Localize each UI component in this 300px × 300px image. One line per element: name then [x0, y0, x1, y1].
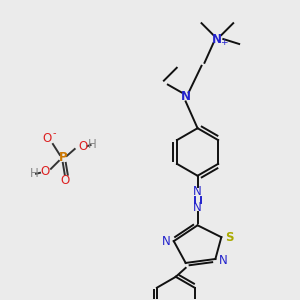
Text: N: N [212, 32, 222, 46]
Text: N: N [193, 185, 202, 198]
Text: O: O [60, 174, 69, 187]
Text: -: - [52, 128, 56, 138]
Text: +: + [220, 38, 228, 46]
Text: N: N [219, 254, 228, 268]
Text: N: N [181, 90, 191, 103]
Text: H: H [30, 167, 38, 180]
Text: N: N [193, 201, 202, 214]
Text: S: S [225, 231, 233, 244]
Text: P: P [58, 152, 67, 164]
Text: O: O [42, 132, 52, 145]
Text: N: N [161, 235, 170, 248]
Text: H: H [88, 138, 97, 151]
Text: O: O [40, 165, 50, 178]
Text: O: O [78, 140, 87, 152]
